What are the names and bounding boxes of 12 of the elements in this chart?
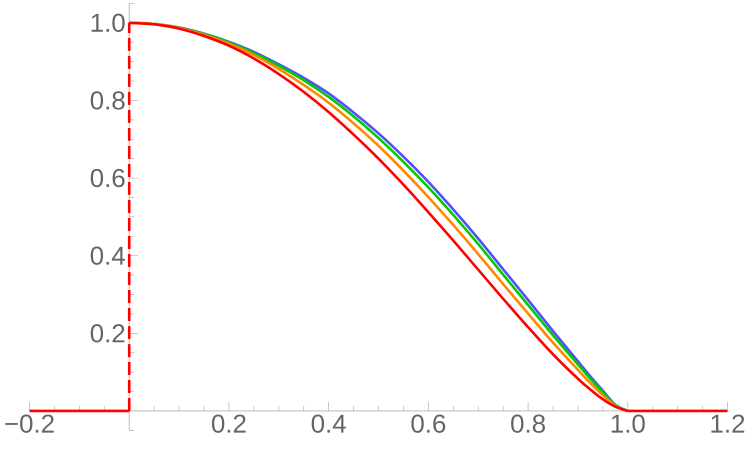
x-tick-label: 1.0 xyxy=(612,414,645,433)
y-tick-label: 0.4 xyxy=(90,246,125,265)
y-tick-label: 1.0 xyxy=(92,14,125,32)
y-tick-label: 0.8 xyxy=(90,91,125,110)
y-tick-label: 0.6 xyxy=(90,168,125,188)
x-tick-label: −0.2 xyxy=(5,414,54,433)
x-tick-label: 0.4 xyxy=(312,414,346,433)
x-tick-label: 1.2 xyxy=(711,414,744,433)
x-tick-label: 0.6 xyxy=(411,414,446,433)
x-tick-label: 0.2 xyxy=(212,414,246,433)
x-tick-label: 0.8 xyxy=(511,414,545,433)
y-tick-label: 0.2 xyxy=(90,324,124,343)
